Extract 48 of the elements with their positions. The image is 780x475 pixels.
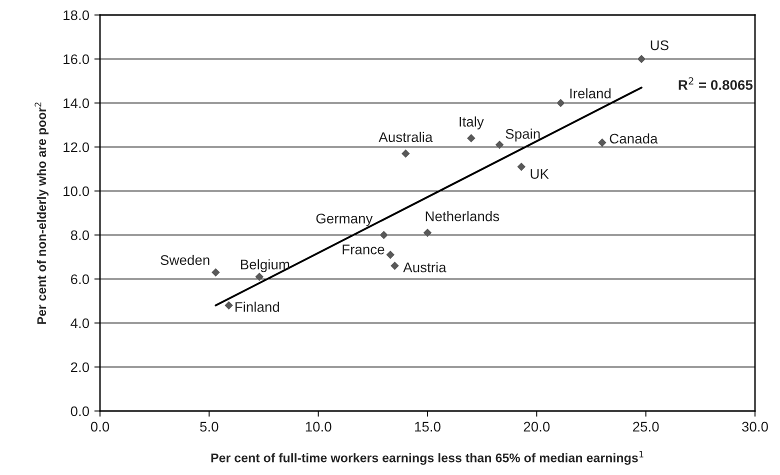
x-tick-label: 15.0 bbox=[415, 422, 440, 432]
point bbox=[517, 162, 526, 171]
annotation: Netherlands bbox=[426, 211, 500, 222]
point bbox=[380, 230, 388, 240]
annotation: Sweden bbox=[160, 254, 210, 266]
annotation: Australia bbox=[378, 132, 433, 142]
point bbox=[637, 54, 646, 64]
x-tick-label: 10.0 bbox=[306, 422, 332, 432]
annotation: UK bbox=[530, 169, 549, 179]
point bbox=[556, 98, 565, 108]
point bbox=[212, 268, 220, 277]
point bbox=[402, 149, 410, 158]
point bbox=[423, 228, 432, 237]
x-tick-label: 30.0 bbox=[742, 422, 768, 432]
y-axis-title: Per cent of non-elderly who are poor$^{2}$ bbox=[34, 102, 49, 324]
x-axis-title: Per cent of full-time workers earnings less than 65% of median earnings$^{1}$ bbox=[211, 451, 644, 465]
annotation: France bbox=[342, 244, 384, 254]
annotation: Belgium bbox=[240, 259, 290, 272]
x-tick-label: 5.0 bbox=[200, 422, 218, 432]
annotation: Austria bbox=[403, 262, 446, 272]
point bbox=[386, 250, 395, 259]
annotation: Finland bbox=[236, 302, 280, 312]
annotation: US bbox=[650, 40, 668, 50]
y-tick-label: 18.0 bbox=[64, 10, 90, 20]
y-tick-label: 6.0 bbox=[70, 274, 90, 284]
point bbox=[255, 272, 264, 281]
x-tick-label: 20.0 bbox=[524, 422, 550, 432]
y-tick-label: 10.0 bbox=[64, 186, 90, 196]
annotation: Ireland bbox=[570, 88, 611, 98]
x-tick-label: 25.0 bbox=[633, 422, 659, 432]
point bbox=[224, 301, 233, 310]
annotation: Spain bbox=[506, 128, 540, 142]
point bbox=[467, 134, 476, 142]
y-tick-label: 4.0 bbox=[70, 318, 90, 328]
annotation: R$^{2}$ = 0.8065 bbox=[678, 77, 753, 90]
x-tick-label: 0.0 bbox=[90, 422, 110, 432]
y-tick-label: 14.0 bbox=[64, 98, 90, 108]
y-tick-label: 16.0 bbox=[64, 54, 90, 64]
point bbox=[390, 262, 399, 270]
y-tick-label: 12.0 bbox=[64, 142, 90, 152]
annotation: Germany bbox=[316, 214, 373, 226]
y-tick-label: 2.0 bbox=[70, 362, 90, 372]
y-tick-label: 0.0 bbox=[70, 406, 90, 416]
y-tick-label: 8.0 bbox=[70, 230, 90, 240]
annotation: Canada bbox=[610, 133, 658, 144]
point bbox=[495, 140, 504, 149]
annotation: Italy bbox=[460, 116, 484, 130]
point bbox=[598, 138, 606, 147]
